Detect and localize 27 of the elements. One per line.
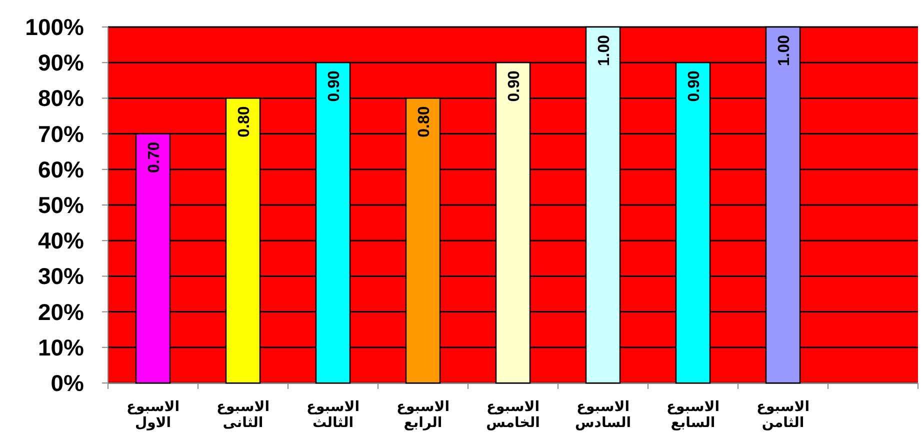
data-label: 0.90: [506, 70, 523, 102]
y-tick-label: 20%: [38, 298, 84, 325]
data-label: 0.80: [416, 106, 433, 138]
y-tick-label: 10%: [38, 334, 84, 360]
data-label: 0.80: [236, 106, 253, 138]
data-label: 0.90: [686, 70, 703, 102]
data-label: 1.00: [776, 34, 793, 66]
x-tick-label: الاسبوع السادس: [574, 399, 632, 431]
y-tick-label: 40%: [38, 228, 84, 254]
x-tick-label: الاسبوع الثالث: [305, 399, 361, 431]
x-tick-label: الاسبوع الرابع: [395, 399, 451, 431]
y-tick-label: 50%: [38, 192, 84, 218]
x-tick-label: الاسبوع الثامن: [755, 399, 811, 431]
data-label: 0.70: [146, 142, 163, 173]
x-tick-label: الاسبوع الخامس: [485, 399, 541, 431]
y-tick-label: 30%: [38, 263, 84, 290]
x-tick-label: الاسبوع الاول: [125, 399, 181, 431]
y-tick-label: 60%: [38, 156, 84, 182]
data-label: 0.90: [326, 70, 343, 102]
data-label: 1.00: [596, 34, 613, 66]
y-tick-label: 80%: [38, 85, 84, 112]
y-tick-label: 0%: [50, 370, 84, 396]
x-tick-label: الاسبوع السابع: [665, 399, 721, 431]
x-tick-label: الاسبوع الثانى: [215, 399, 271, 431]
y-tick-label: 90%: [38, 50, 84, 76]
y-tick-label: 100%: [25, 14, 84, 40]
y-tick-label: 70%: [38, 120, 84, 147]
